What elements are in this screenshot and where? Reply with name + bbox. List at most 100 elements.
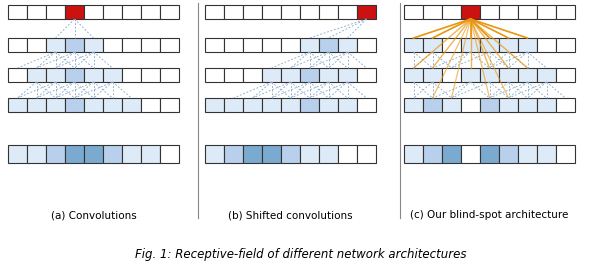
Bar <box>499 38 518 52</box>
Bar <box>243 38 262 52</box>
Bar <box>46 145 65 163</box>
Bar <box>224 68 243 82</box>
Bar <box>404 5 423 19</box>
Bar <box>461 38 480 52</box>
Bar <box>103 5 122 19</box>
Bar <box>537 145 556 163</box>
Bar <box>404 98 423 112</box>
Bar <box>141 38 160 52</box>
Bar <box>499 68 518 82</box>
Bar <box>122 98 141 112</box>
Bar <box>141 5 160 19</box>
Bar <box>319 98 338 112</box>
Bar <box>281 68 300 82</box>
Bar <box>499 98 518 112</box>
Bar <box>518 145 537 163</box>
Bar <box>281 38 300 52</box>
Bar <box>423 68 442 82</box>
Bar <box>27 38 46 52</box>
Bar <box>480 98 499 112</box>
Bar <box>319 5 338 19</box>
Bar <box>480 68 499 82</box>
Bar <box>319 145 338 163</box>
Bar <box>243 98 262 112</box>
Text: (a) Convolutions: (a) Convolutions <box>51 210 137 220</box>
Bar <box>338 5 357 19</box>
Bar <box>122 145 141 163</box>
Bar <box>160 98 179 112</box>
Bar <box>423 38 442 52</box>
Text: (b) Shifted convolutions: (b) Shifted convolutions <box>228 210 353 220</box>
Bar <box>262 68 281 82</box>
Bar <box>8 68 27 82</box>
Bar <box>84 145 103 163</box>
Bar <box>65 68 84 82</box>
Bar <box>27 145 46 163</box>
Bar <box>8 145 27 163</box>
Bar <box>224 38 243 52</box>
Bar <box>461 68 480 82</box>
Bar <box>518 38 537 52</box>
Bar <box>84 38 103 52</box>
Bar <box>442 38 461 52</box>
Bar <box>224 98 243 112</box>
Bar <box>65 38 84 52</box>
Bar <box>537 68 556 82</box>
Bar <box>404 38 423 52</box>
Bar <box>281 98 300 112</box>
Bar <box>338 68 357 82</box>
Bar <box>141 98 160 112</box>
Bar <box>160 5 179 19</box>
Bar <box>480 38 499 52</box>
Bar <box>357 98 376 112</box>
Bar <box>243 68 262 82</box>
Bar <box>537 38 556 52</box>
Bar <box>300 98 319 112</box>
Bar <box>46 5 65 19</box>
Bar <box>205 68 224 82</box>
Bar <box>281 145 300 163</box>
Bar <box>8 98 27 112</box>
Bar <box>499 145 518 163</box>
Bar <box>300 38 319 52</box>
Bar <box>27 68 46 82</box>
Bar <box>404 145 423 163</box>
Bar <box>461 98 480 112</box>
Bar <box>243 145 262 163</box>
Bar <box>357 5 376 19</box>
Bar <box>262 145 281 163</box>
Bar <box>281 5 300 19</box>
Bar <box>518 5 537 19</box>
Bar <box>205 145 224 163</box>
Bar <box>319 38 338 52</box>
Bar <box>103 38 122 52</box>
Bar <box>319 68 338 82</box>
Bar <box>300 68 319 82</box>
Bar <box>205 38 224 52</box>
Bar <box>262 98 281 112</box>
Bar <box>300 145 319 163</box>
Bar <box>27 98 46 112</box>
Bar <box>46 68 65 82</box>
Bar <box>243 5 262 19</box>
Bar <box>65 145 84 163</box>
Bar <box>160 68 179 82</box>
Bar <box>338 38 357 52</box>
Bar <box>556 145 575 163</box>
Text: Fig. 1: Receptive-field of different network architectures: Fig. 1: Receptive-field of different net… <box>135 248 467 261</box>
Bar <box>537 5 556 19</box>
Bar <box>103 145 122 163</box>
Bar <box>556 38 575 52</box>
Bar <box>518 68 537 82</box>
Bar <box>461 145 480 163</box>
Bar <box>357 38 376 52</box>
Bar <box>442 5 461 19</box>
Bar <box>122 38 141 52</box>
Bar <box>160 145 179 163</box>
Bar <box>27 5 46 19</box>
Bar <box>84 5 103 19</box>
Bar <box>65 5 84 19</box>
Bar <box>141 68 160 82</box>
Bar <box>160 38 179 52</box>
Bar <box>141 145 160 163</box>
